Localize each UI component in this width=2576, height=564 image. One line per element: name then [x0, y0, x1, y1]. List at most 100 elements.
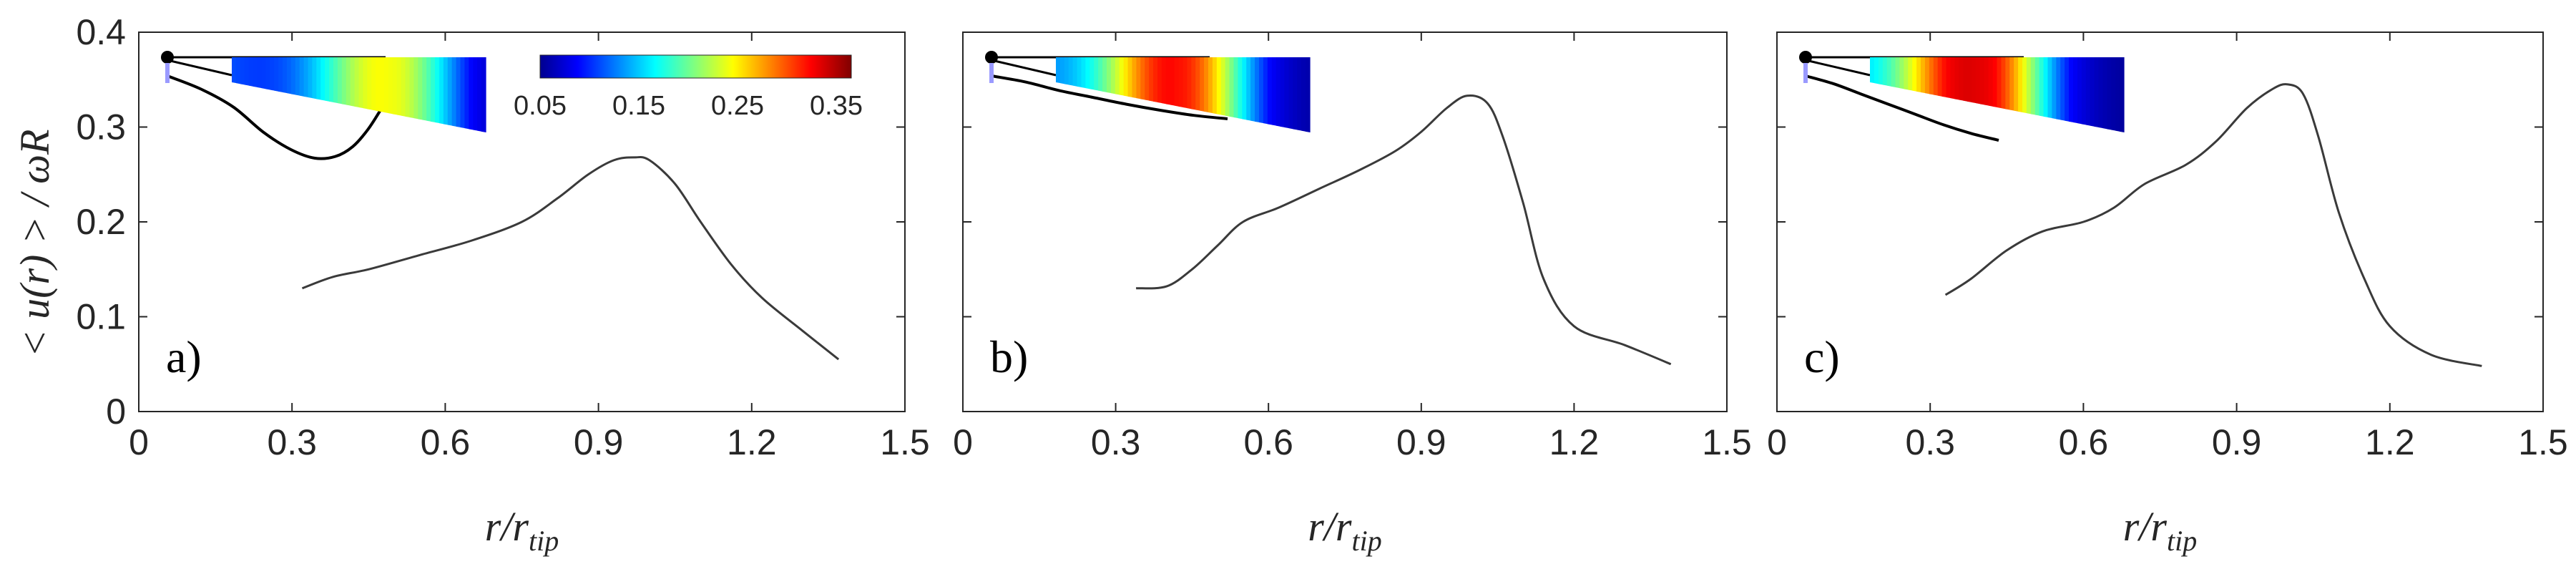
inset-fan-slice: [2060, 57, 2065, 121]
inset-fan-slice: [1275, 57, 1281, 127]
inset-fan-slice: [1280, 57, 1285, 127]
inset-fan-slice: [1110, 57, 1116, 94]
inset-fan-slice: [439, 57, 444, 125]
inset-fan-slice: [1182, 57, 1188, 109]
inset-fan-slice: [1165, 57, 1171, 105]
inset-fan-slice: [232, 57, 237, 84]
inset-fan-slice: [278, 57, 283, 92]
inset-fan-slice: [1089, 57, 1094, 90]
inset-fan-slice: [1997, 57, 2002, 109]
y-axis-title: < u(r) > / ωR: [11, 130, 58, 358]
plot-frame: [962, 31, 1728, 412]
inset-fan-slice: [333, 57, 338, 104]
x-axis-title-main: r/r: [2123, 503, 2168, 550]
inset-fan-slice: [1238, 57, 1243, 120]
x-axis-title-main: r/r: [485, 503, 529, 550]
inset-fan-slice: [2090, 57, 2095, 127]
inset-fan-slice: [1059, 57, 1065, 84]
inset-fan-slice: [367, 57, 372, 110]
inset-fan-slice: [1178, 57, 1184, 107]
series-line: [1944, 83, 2482, 367]
inset-fan-slice: [248, 57, 254, 87]
x-tick-label: 1.2: [2365, 422, 2415, 462]
inset-fan-slice: [308, 57, 313, 99]
inset-fan-slice: [1140, 57, 1145, 100]
x-axis-title-subscript: tip: [529, 525, 559, 557]
inset-fan-slice: [1132, 57, 1137, 99]
x-tick-label: 0: [953, 422, 973, 462]
inset-fan-slice: [1870, 57, 1875, 84]
inset-fan-slice: [380, 57, 385, 112]
inset-fan-slice: [257, 57, 263, 89]
inset-fan-slice: [460, 57, 466, 129]
inset-fan-slice: [1950, 57, 1955, 99]
inset-fan-slice: [350, 57, 356, 107]
inset-fan-slice: [346, 57, 351, 106]
x-tick-label: 0.6: [2059, 422, 2109, 462]
x-tick-label: 0.9: [2212, 422, 2262, 462]
inset-fan-slice: [2014, 57, 2019, 112]
inset-fan-slice: [1242, 57, 1247, 120]
inset-shaft-arm: [1805, 59, 1871, 77]
inset-fan-slice: [1921, 57, 1926, 94]
inset-fan-slice: [1094, 57, 1099, 91]
series-line: [301, 156, 840, 361]
inset-fan-slice: [2073, 57, 2078, 124]
inset-fan-slice: [464, 57, 469, 130]
inset-hub: [985, 51, 998, 64]
inset-fan-slice: [2030, 57, 2036, 115]
inset-fan-slice: [1259, 57, 1264, 124]
inset-fan-slice: [413, 57, 418, 120]
inset-fan-slice: [316, 57, 321, 100]
inset-fan-slice: [1072, 57, 1078, 87]
inset-shaft-arm: [167, 59, 232, 77]
panel-c: 0 0.3 0.6 0.9 1.2 1.5 r/rtip c): [1767, 31, 2568, 557]
inset-fan-slice: [1941, 57, 1947, 97]
inset-fan-slice: [1937, 57, 1943, 97]
x-axis-title: r/rtip: [1308, 503, 1382, 557]
inset-fan-slice: [354, 57, 360, 107]
inset-hub: [161, 51, 174, 64]
inset-fan-slice: [396, 57, 402, 116]
x-tick-label: 0.3: [1091, 422, 1141, 462]
inset-fan-slice: [1068, 57, 1074, 86]
inset-shaft-arm: [991, 59, 1057, 77]
colorbar: 0.05 0.15 0.25 0.35: [514, 54, 863, 121]
colorbar-tick-0: 0.05: [514, 91, 567, 121]
inset-fan-slice: [2052, 57, 2057, 120]
inset-fan-slice: [320, 57, 325, 101]
inset-fan-slice: [481, 57, 486, 132]
panel-label: b): [990, 331, 1028, 382]
x-tick-label: 0.6: [1243, 422, 1293, 462]
inset-fan-slice: [1077, 57, 1082, 87]
inset-fan-slice: [1161, 57, 1167, 104]
colorbar-gradient: [539, 54, 852, 79]
inset-fan-slice: [392, 57, 398, 115]
colorbar-tick-1: 0.15: [612, 91, 665, 121]
x-axis-title: r/rtip: [2123, 503, 2198, 557]
inset-blade-root: [1803, 63, 1808, 83]
inset-fan-slice: [1255, 57, 1260, 122]
inset-fan-slice: [1886, 57, 1892, 87]
inset-fan-slice: [1288, 57, 1293, 130]
inset-fan-slice: [2098, 57, 2104, 129]
inset-fan-slice: [286, 57, 292, 94]
inset-fan-slice: [2069, 57, 2074, 122]
inset-fan-slice: [358, 57, 364, 109]
inset-fan-slice: [270, 57, 275, 91]
inset-fan-slice: [1924, 57, 1930, 94]
inset-fan-slice: [1115, 57, 1120, 95]
inset-fan-slice: [1191, 57, 1196, 110]
inset-fan-slice: [265, 57, 270, 90]
inset-fan-slice: [1954, 57, 1959, 100]
inset-fan-slice: [1263, 57, 1268, 125]
inset-fan-slice: [1187, 57, 1192, 110]
inset-fan-slice: [451, 57, 457, 127]
inset-fan-slice: [303, 57, 309, 97]
inset-fan-slice: [418, 57, 423, 120]
inset-fan-slice: [1988, 57, 1994, 107]
inset-fan-slice: [1123, 57, 1129, 97]
inset-fan-slice: [1149, 57, 1154, 102]
panel-label: a): [166, 331, 202, 382]
